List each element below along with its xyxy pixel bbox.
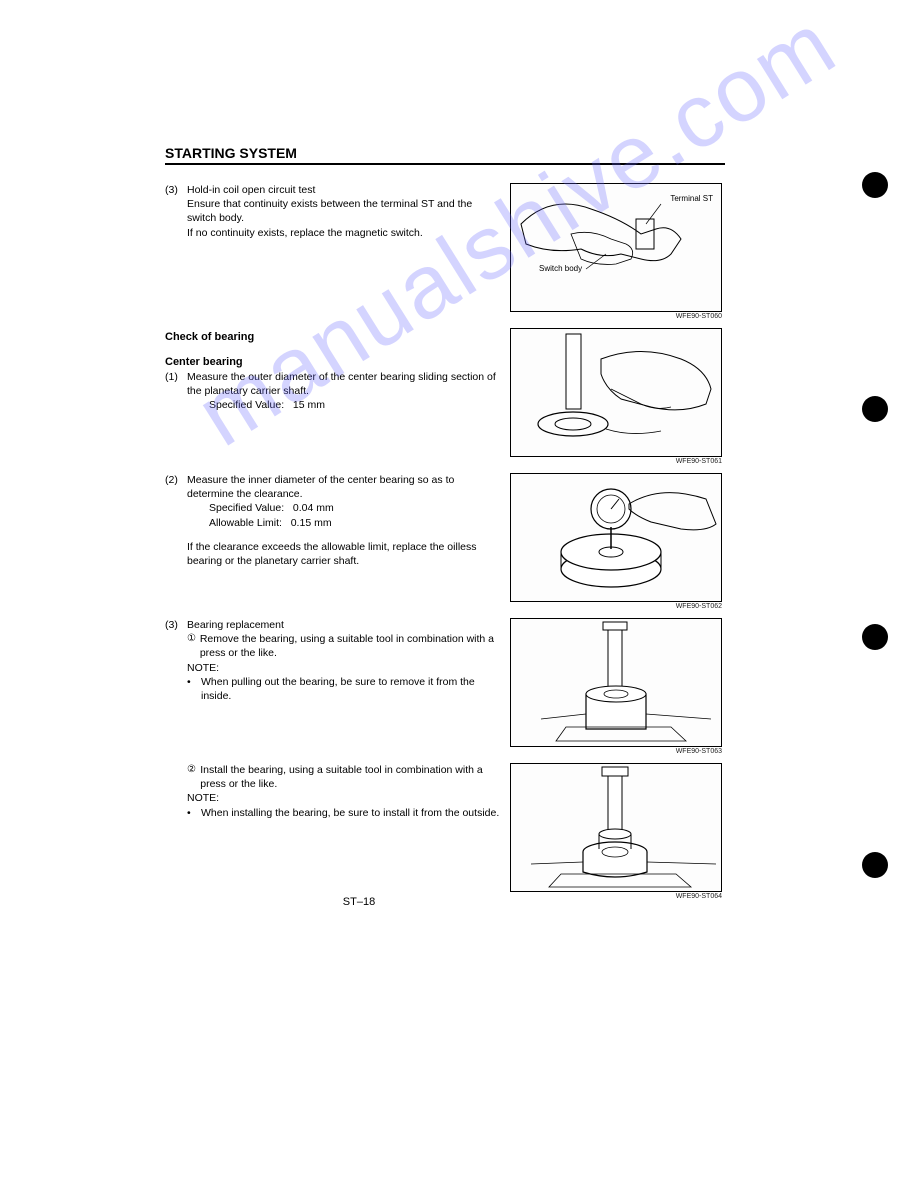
punch-hole bbox=[862, 396, 888, 422]
item-number: (1) bbox=[165, 370, 187, 413]
row-bearing-replace-2: ② Install the bearing, using a suitable … bbox=[165, 763, 725, 900]
page-number: ST–18 bbox=[0, 896, 718, 908]
item-number: (2) bbox=[165, 473, 187, 530]
figure-label: Switch body bbox=[539, 264, 582, 273]
figure-install-bearing bbox=[510, 763, 722, 892]
text-block: ② Install the bearing, using a suitable … bbox=[165, 763, 500, 820]
row-bearing-replace-1: (3) Bearing replacement ① Remove the bea… bbox=[165, 618, 725, 755]
content-area: STARTING SYSTEM (3) Hold-in coil open ci… bbox=[165, 145, 725, 908]
row-holdin-test: (3) Hold-in coil open circuit test Ensur… bbox=[165, 183, 725, 320]
figure-caption: WFE90-ST062 bbox=[510, 603, 722, 610]
figure-measure-inner bbox=[510, 473, 722, 602]
bullet-text: When installing the bearing, be sure to … bbox=[201, 806, 499, 820]
figure-caption: WFE90-ST060 bbox=[510, 313, 722, 320]
row-center-bearing-2: (2) Measure the inner diameter of the ce… bbox=[165, 473, 725, 610]
punch-hole bbox=[862, 624, 888, 650]
center-heading: Center bearing bbox=[165, 355, 500, 370]
spec-label: Specified Value: bbox=[209, 502, 284, 514]
figure-column: WFE90-ST063 bbox=[510, 618, 722, 755]
item-number: (3) bbox=[165, 618, 187, 675]
sub-number: ① bbox=[187, 632, 200, 660]
figure-caption: WFE90-ST061 bbox=[510, 458, 722, 465]
note-label: NOTE: bbox=[187, 791, 500, 805]
text-block: (3) Hold-in coil open circuit test Ensur… bbox=[165, 183, 500, 240]
sub-text: Install the bearing, using a suitable to… bbox=[200, 763, 500, 791]
item-text: Ensure that continuity exists between th… bbox=[187, 198, 472, 224]
note-label: NOTE: bbox=[187, 661, 500, 675]
text-block: Check of bearing Center bearing (1) Meas… bbox=[165, 328, 500, 412]
figure-measure-outer bbox=[510, 328, 722, 457]
sub-number: ② bbox=[187, 763, 200, 791]
item-text: Measure the inner diameter of the center… bbox=[187, 474, 454, 500]
item-title: Hold-in coil open circuit test bbox=[187, 184, 315, 196]
punch-hole bbox=[862, 172, 888, 198]
item-text: If no continuity exists, replace the mag… bbox=[187, 227, 423, 239]
item-title: Bearing replacement bbox=[187, 619, 284, 631]
bullet-text: When pulling out the bearing, be sure to… bbox=[201, 675, 500, 703]
figure-column: WFE90-ST062 bbox=[510, 473, 722, 610]
punch-hole bbox=[862, 852, 888, 878]
figure-label: Terminal ST bbox=[670, 194, 713, 203]
item-text: Measure the outer diameter of the center… bbox=[187, 371, 496, 397]
spec-value: 0.04 mm bbox=[293, 502, 334, 514]
figure-remove-bearing bbox=[510, 618, 722, 747]
allow-label: Allowable Limit: bbox=[209, 517, 282, 529]
figure-column: Terminal ST Switch body WFE90-ST060 bbox=[510, 183, 722, 320]
figure-terminal-switch: Terminal ST Switch body bbox=[510, 183, 722, 312]
spec-label: Specified Value: bbox=[209, 399, 284, 411]
note-text: If the clearance exceeds the allowable l… bbox=[165, 540, 500, 568]
text-block: (2) Measure the inner diameter of the ce… bbox=[165, 473, 500, 568]
page: STARTING SYSTEM (3) Hold-in coil open ci… bbox=[0, 0, 918, 1188]
figure-column: WFE90-ST061 bbox=[510, 328, 722, 465]
section-title: STARTING SYSTEM bbox=[165, 145, 725, 165]
item-number: (3) bbox=[165, 183, 187, 240]
sub-text: Remove the bearing, using a suitable too… bbox=[200, 632, 500, 660]
bullet-icon: • bbox=[187, 675, 201, 703]
row-center-bearing-1: Check of bearing Center bearing (1) Meas… bbox=[165, 328, 725, 465]
allow-value: 0.15 mm bbox=[291, 517, 332, 529]
spec-value: 15 mm bbox=[293, 399, 325, 411]
check-heading: Check of bearing bbox=[165, 330, 500, 345]
figure-column: WFE90-ST064 bbox=[510, 763, 722, 900]
text-block: (3) Bearing replacement ① Remove the bea… bbox=[165, 618, 500, 703]
bullet-icon: • bbox=[187, 806, 201, 820]
figure-caption: WFE90-ST063 bbox=[510, 748, 722, 755]
